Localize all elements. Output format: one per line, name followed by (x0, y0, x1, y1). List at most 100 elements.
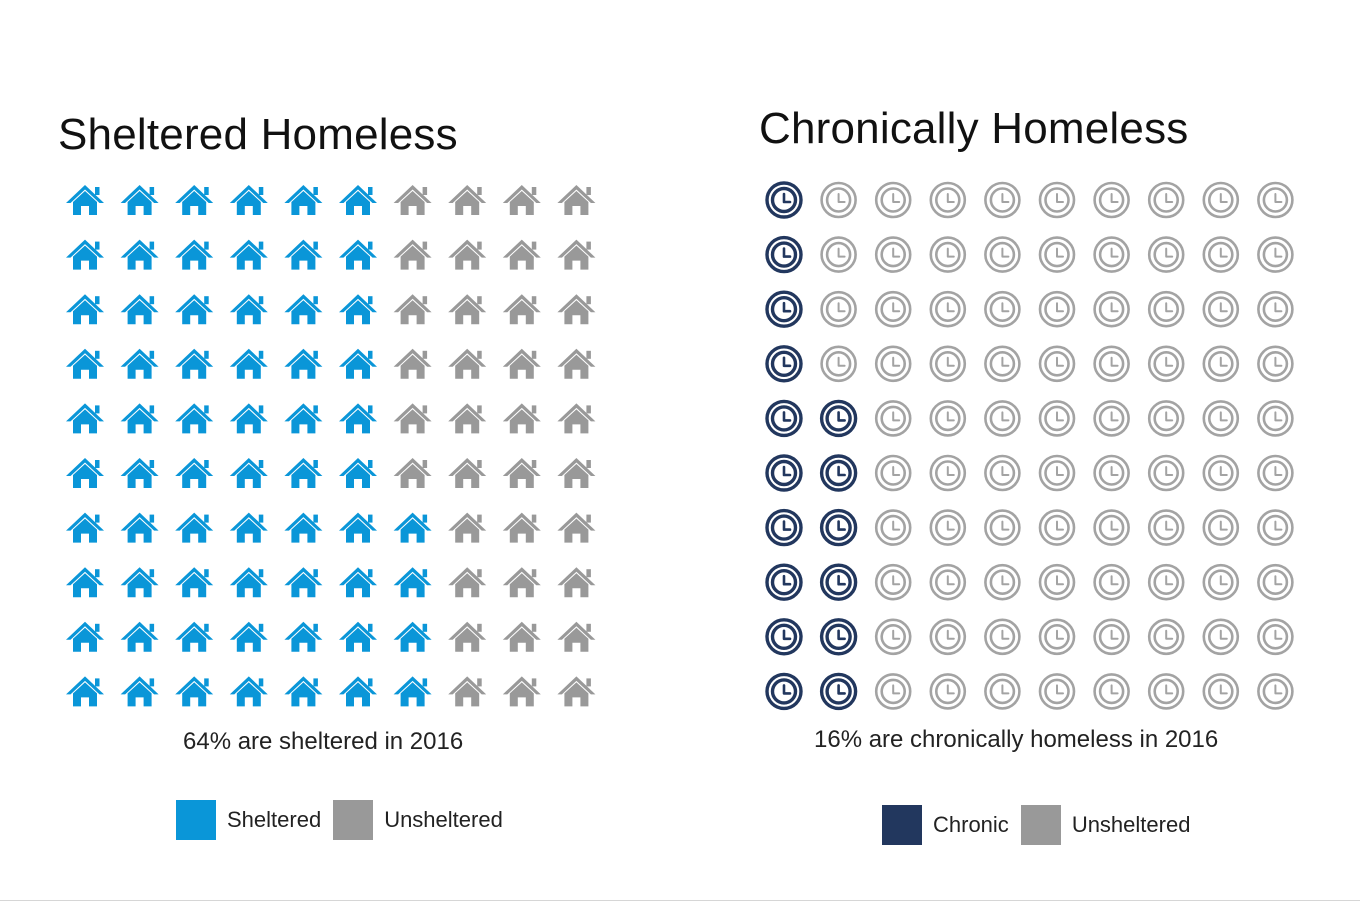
house-icon-filled (393, 567, 432, 598)
house-icon-filled (66, 239, 104, 270)
clock-icon-empty (1093, 181, 1130, 219)
house-icon-filled (66, 512, 104, 543)
chronic-legend: Chronic Unsheltered (882, 805, 1202, 845)
house-icon-filled (120, 458, 159, 488)
house-icon-empty (502, 239, 541, 270)
clock-icon-empty (1038, 563, 1076, 601)
house-icon-filled (175, 512, 214, 543)
house-icon-filled (284, 294, 323, 325)
clock-icon-empty (929, 509, 967, 546)
clock-icon-empty (1093, 400, 1130, 437)
clock-icon-empty (1202, 290, 1240, 328)
house-icon-filled (229, 621, 268, 652)
clock-icon-empty (1093, 454, 1130, 492)
clock-icon-empty (1093, 563, 1130, 601)
clock-icon-empty (1202, 400, 1240, 437)
house-icon-empty (557, 621, 596, 652)
legend-swatch-sheltered (176, 800, 216, 840)
clock-icon-empty (984, 290, 1021, 328)
clock-icon-filled (819, 454, 858, 492)
house-icon-empty (393, 239, 432, 270)
house-icon-filled (284, 621, 323, 652)
house-icon-filled (120, 348, 159, 379)
clock-icon-filled (819, 672, 858, 711)
clock-icon-empty (1257, 345, 1294, 383)
house-icon-filled (229, 294, 268, 325)
clock-icon-empty (874, 290, 912, 328)
clock-icon-empty (1147, 181, 1185, 219)
clock-icon-filled (765, 563, 803, 601)
house-icon-empty (557, 676, 596, 707)
clock-icon-empty (820, 181, 857, 219)
house-icon-filled (339, 512, 377, 543)
clock-icon-empty (1147, 509, 1185, 546)
house-icon-filled (229, 676, 268, 707)
house-icon-filled (339, 294, 377, 325)
house-icon-empty (448, 621, 487, 652)
clock-icon-empty (1038, 618, 1076, 656)
clock-icon-empty (929, 345, 967, 383)
clock-icon-empty (874, 618, 912, 656)
clock-icon-empty (874, 563, 912, 601)
clock-icon-filled (819, 618, 858, 656)
house-icon-empty (557, 458, 596, 488)
house-icon-filled (339, 403, 377, 434)
house-icon-filled (339, 239, 377, 270)
house-icon-empty (557, 294, 596, 325)
sheltered-legend: Sheltered Unsheltered (176, 800, 515, 840)
clock-icon-empty (1093, 673, 1130, 710)
clock-icon-empty (1147, 673, 1185, 710)
clock-icon-empty (984, 236, 1021, 273)
house-icon-empty (393, 458, 432, 488)
house-icon-empty (557, 239, 596, 270)
clock-icon-empty (1257, 181, 1294, 219)
clock-icon-empty (984, 509, 1021, 546)
clock-icon-empty (1093, 290, 1130, 328)
sheltered-caption: 64% are sheltered in 2016 (183, 728, 464, 755)
house-icon-empty (502, 403, 541, 434)
house-icon-filled (284, 458, 323, 488)
house-icon-filled (120, 239, 159, 270)
clock-icon-empty (929, 181, 967, 219)
clock-icon-empty (1147, 236, 1185, 273)
house-icon-filled (229, 458, 268, 488)
house-icon-filled (339, 185, 377, 215)
house-icon-filled (229, 403, 268, 434)
house-icon-filled (175, 458, 214, 488)
chronic-caption: 16% are chronically homeless in 2016 (814, 726, 1219, 753)
clock-icon-empty (1038, 181, 1076, 219)
house-icon-empty (448, 458, 487, 488)
clock-icon-empty (929, 563, 967, 601)
clock-icon-empty (820, 236, 857, 273)
house-icon-filled (120, 403, 159, 434)
house-icon-filled (229, 185, 268, 215)
clock-icon-empty (1257, 290, 1294, 328)
clock-icon-filled (819, 399, 858, 438)
clock-icon-empty (1202, 563, 1240, 601)
clock-icon-empty (984, 563, 1021, 601)
house-icon-empty (393, 185, 432, 215)
clock-icon-empty (820, 345, 857, 383)
clock-icon-filled (765, 618, 803, 656)
clock-icon-empty (1202, 454, 1240, 492)
house-icon-filled (339, 676, 377, 707)
house-icon-empty (557, 567, 596, 598)
clock-icon-empty (1257, 618, 1294, 656)
clock-icon-empty (874, 236, 912, 273)
clock-icon-empty (1093, 345, 1130, 383)
clock-icon-empty (1147, 290, 1185, 328)
clock-icon-empty (874, 181, 912, 219)
house-icon-filled (66, 294, 104, 325)
clock-icon-empty (1038, 454, 1076, 492)
house-icon-empty (502, 512, 541, 543)
clock-icon-empty (1093, 236, 1130, 273)
clock-icon-empty (1257, 236, 1294, 273)
house-icon-filled (339, 458, 377, 488)
house-icon-empty (557, 348, 596, 379)
clock-icon-empty (874, 673, 912, 710)
clock-icon-empty (1257, 400, 1294, 437)
legend-swatch-unsheltered-2 (1020, 805, 1061, 845)
clock-icon-empty (929, 618, 967, 656)
clock-icon-empty (1147, 345, 1185, 383)
house-icon-filled (339, 348, 377, 379)
